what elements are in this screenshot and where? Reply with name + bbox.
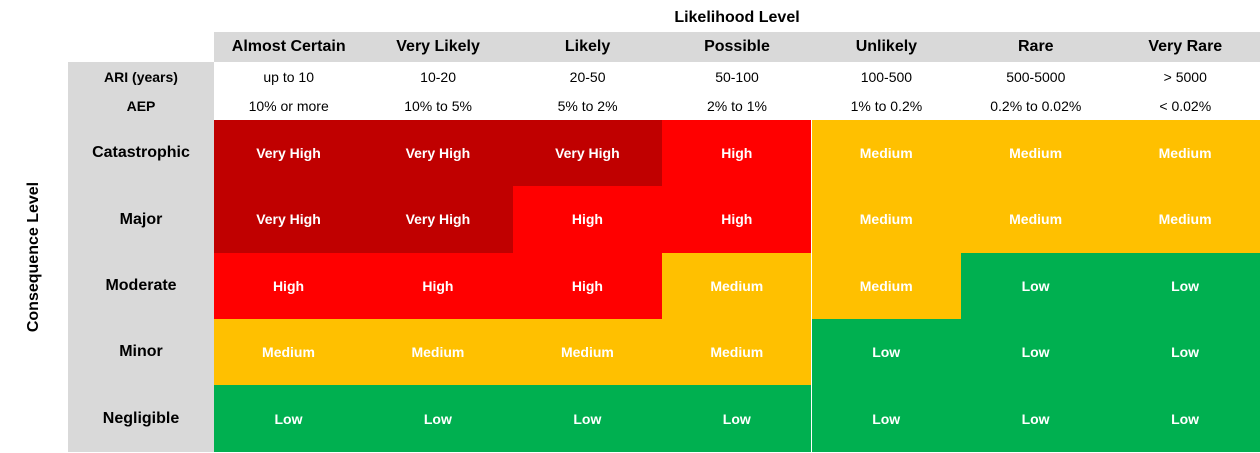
risk-cell-high: High xyxy=(512,186,663,253)
column-header-likely: Likely xyxy=(564,38,611,55)
ari-value: 20-50 xyxy=(569,68,606,85)
consequence-label-catastrophic: Catastrophic xyxy=(92,144,190,162)
ari-value: 500-5000 xyxy=(1006,68,1066,85)
ari-label: ARI (years) xyxy=(104,68,178,85)
aep-value: < 0.02% xyxy=(1159,97,1212,114)
row-header-band xyxy=(68,62,214,452)
risk-cell-high: High xyxy=(363,252,513,319)
consequence-label-negligible: Negligible xyxy=(102,409,180,427)
aep-value: 5% to 2% xyxy=(557,97,618,114)
risk-cell-high: High xyxy=(512,252,663,319)
ari-value: 50-100 xyxy=(715,68,759,85)
ari-value: > 5000 xyxy=(1163,68,1207,85)
risk-cell-very-high: Very High xyxy=(363,119,513,187)
risk-cell-medium: Medium xyxy=(811,252,961,319)
risk-cell-high: High xyxy=(662,119,812,187)
column-header-almost-certain: Almost Certain xyxy=(231,38,346,55)
risk-cell-medium: Medium xyxy=(512,319,663,386)
column-header-rare: Rare xyxy=(1018,38,1054,55)
column-header-very-likely: Very Likely xyxy=(396,38,480,55)
risk-cell-low: Low xyxy=(811,385,961,452)
risk-cell-low: Low xyxy=(512,385,663,452)
risk-cell-low: Low xyxy=(960,252,1111,319)
risk-cell-very-high: Very High xyxy=(213,186,364,253)
risk-cell-medium: Medium xyxy=(1110,119,1260,187)
aep-label: AEP xyxy=(126,97,156,114)
likelihood-level-title: Likelihood Level xyxy=(674,9,800,26)
risk-cell-very-high: Very High xyxy=(512,119,663,187)
consequence-label-moderate: Moderate xyxy=(105,276,177,294)
risk-cell-medium: Medium xyxy=(662,252,812,319)
risk-cell-very-high: Very High xyxy=(363,186,513,253)
risk-cell-low: Low xyxy=(811,319,961,386)
risk-cell-medium: Medium xyxy=(960,186,1111,253)
risk-cell-medium: Medium xyxy=(1110,186,1260,253)
risk-cell-low: Low xyxy=(363,385,513,452)
risk-cell-medium: Medium xyxy=(363,319,513,386)
consequence-label-minor: Minor xyxy=(119,343,163,361)
risk-cell-very-high: Very High xyxy=(213,119,364,187)
ari-value: 10-20 xyxy=(420,68,456,85)
risk-cell-low: Low xyxy=(662,385,812,452)
consequence-level-title: Consequence Level xyxy=(25,181,42,333)
risk-cell-high: High xyxy=(213,252,364,319)
risk-cell-high: High xyxy=(662,186,812,253)
ari-value: 100-500 xyxy=(860,68,913,85)
aep-value: 10% or more xyxy=(248,97,329,114)
aep-value: 10% to 5% xyxy=(404,97,472,114)
risk-cell-low: Low xyxy=(1110,319,1260,386)
risk-cell-medium: Medium xyxy=(213,319,364,386)
ari-value: up to 10 xyxy=(263,68,314,85)
risk-cell-low: Low xyxy=(213,385,364,452)
column-header-possible: Possible xyxy=(704,38,770,55)
risk-cell-medium: Medium xyxy=(662,319,812,386)
risk-cell-medium: Medium xyxy=(811,119,961,187)
aep-value: 2% to 1% xyxy=(707,97,767,114)
consequence-level-title-container: Consequence Level xyxy=(0,62,68,452)
risk-cell-low: Low xyxy=(960,319,1111,386)
column-header-band xyxy=(214,32,1260,62)
aep-value: 0.2% to 0.02% xyxy=(990,97,1082,114)
consequence-label-major: Major xyxy=(119,210,163,228)
risk-cell-medium: Medium xyxy=(811,186,961,253)
column-header-unlikely: Unlikely xyxy=(855,38,918,55)
risk-cell-low: Low xyxy=(1110,385,1260,452)
risk-cell-medium: Medium xyxy=(960,119,1111,187)
column-header-very-rare: Very Rare xyxy=(1148,38,1223,55)
risk-cell-low: Low xyxy=(960,385,1111,452)
aep-value: 1% to 0.2% xyxy=(850,97,923,114)
risk-cell-low: Low xyxy=(1110,252,1260,319)
